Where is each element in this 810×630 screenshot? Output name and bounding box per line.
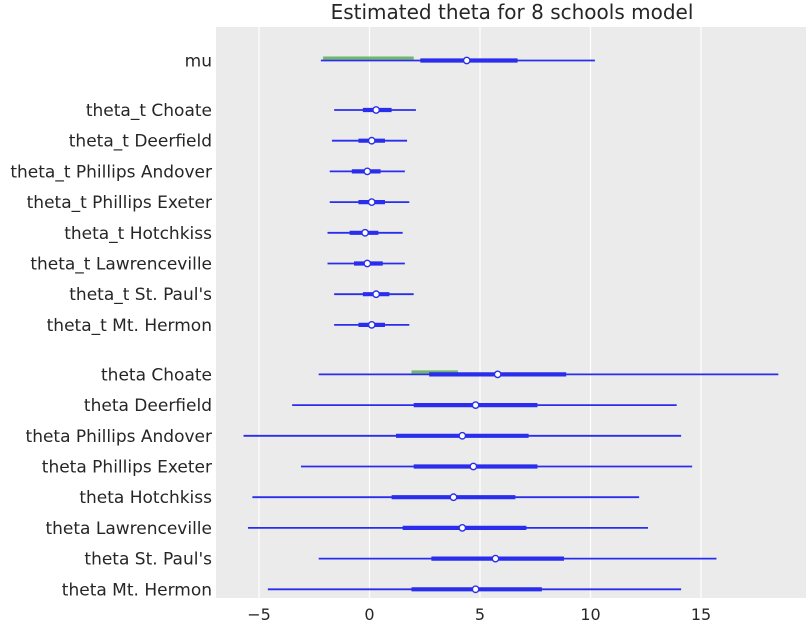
median-point xyxy=(491,554,500,563)
row-label: theta Mt. Hermon xyxy=(62,580,212,600)
row-label: theta_t Hotchkiss xyxy=(64,224,212,244)
x-axis-ticks: −5 0 5 10 15 xyxy=(247,605,711,624)
median-point xyxy=(367,320,376,329)
median-point xyxy=(367,198,376,207)
median-point xyxy=(458,524,467,532)
row-label: theta Phillips Exeter xyxy=(42,458,212,478)
row-label: theta_t Deerfield xyxy=(69,132,212,152)
median-point xyxy=(449,493,458,502)
row-labels: mu theta_t Choate theta_t Deerfield theta_t… xyxy=(10,52,212,601)
median-point xyxy=(462,56,471,65)
row-label: mu xyxy=(185,52,212,72)
median-point xyxy=(363,259,372,268)
plot-area xyxy=(216,27,806,598)
median-point xyxy=(493,370,502,379)
median-point xyxy=(469,462,478,471)
row-label: theta Hotchkiss xyxy=(79,488,212,508)
row-label: theta_t Lawrenceville xyxy=(30,255,212,275)
row-label: theta Choate xyxy=(101,365,212,385)
median-point xyxy=(372,290,381,299)
row-label: theta St. Paul's xyxy=(84,550,212,570)
median-point xyxy=(471,585,480,594)
row-label: theta_t Phillips Andover xyxy=(10,162,212,182)
median-point xyxy=(458,431,467,440)
row-label: theta_t Choate xyxy=(86,101,212,121)
row-label: theta Deerfield xyxy=(84,396,212,416)
median-point xyxy=(471,401,480,409)
x-tick-label: 15 xyxy=(691,605,711,624)
chart-title: Estimated theta for 8 schools model xyxy=(331,0,694,24)
median-point xyxy=(367,136,376,145)
row-label: theta_t St. Paul's xyxy=(69,285,212,305)
row-label: theta_t Mt. Hermon xyxy=(47,316,212,336)
median-point xyxy=(363,167,372,176)
x-tick-label: 10 xyxy=(580,605,600,624)
x-tick-label: 0 xyxy=(364,605,374,624)
row-label: theta Lawrenceville xyxy=(45,519,212,539)
gridlines xyxy=(258,27,702,598)
x-tick-label: −5 xyxy=(247,605,271,624)
x-tick-label: 5 xyxy=(475,605,485,624)
row-label: theta Phillips Andover xyxy=(26,427,212,447)
median-point xyxy=(361,228,369,237)
median-point xyxy=(372,106,381,114)
row-label: theta_t Phillips Exeter xyxy=(27,193,212,213)
interval-marks xyxy=(243,56,779,594)
